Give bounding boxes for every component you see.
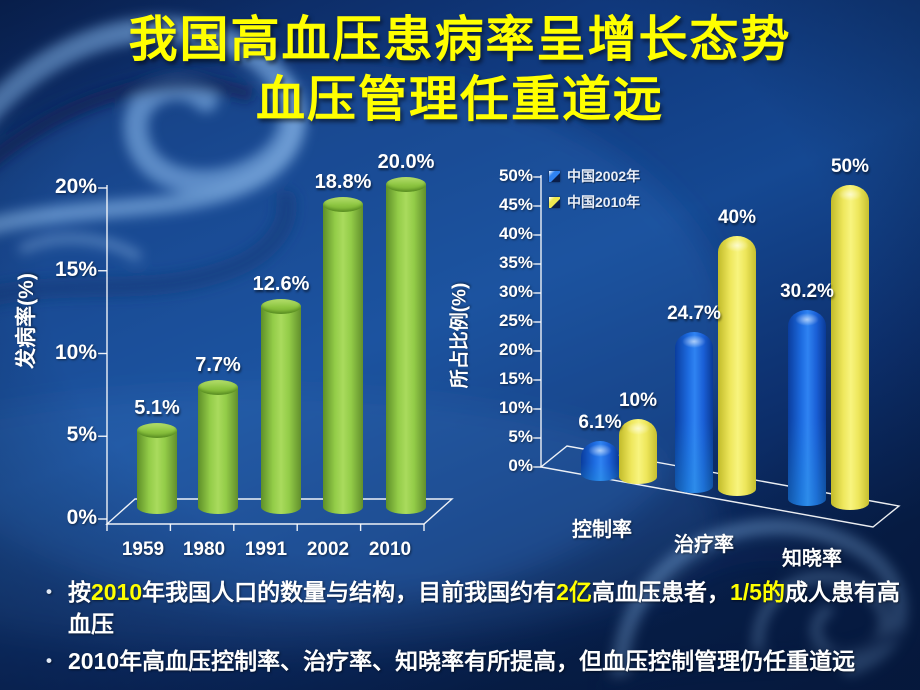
bullet-text: 2010年高血压控制率、治疗率、知晓率有所提高，但血压控制管理仍任重道远: [68, 648, 856, 674]
y-tick-label: 35%: [498, 253, 533, 272]
cylinder-top-cap: [386, 176, 426, 192]
bullet-highlight-text: 2亿: [556, 579, 592, 605]
y-tick-label: 5%: [66, 423, 97, 447]
incidence-bar-value: 20.0%: [377, 151, 435, 173]
y-tick-label: 15%: [54, 257, 97, 281]
category-axis-label: 治疗率: [674, 534, 734, 556]
year-axis-label: 1980: [182, 539, 226, 560]
rate-bar-value: 6.1%: [578, 412, 622, 433]
legend-entry: 中国2010年: [549, 189, 640, 215]
y-tick-label: 20%: [498, 340, 533, 359]
legend-marker-icon: [549, 196, 560, 208]
incidence-bar: [261, 298, 301, 514]
y-tick-label: 40%: [498, 224, 533, 243]
incidence-chart-y-axis-label: 发病率(%): [15, 273, 38, 369]
slide-title: 我国高血压患病率呈增长态势 血压管理任重道远: [0, 8, 920, 128]
legend-label: 中国2010年: [567, 194, 641, 210]
cylinder-highlight: [625, 422, 651, 435]
category-axis-label: 控制率: [572, 519, 632, 541]
incidence-bar-value: 12.6%: [252, 273, 310, 295]
bullet-text: 年我国人口的数量与结构，目前我国约有: [142, 579, 557, 605]
y-tick-label: 10%: [54, 340, 97, 364]
cylinder-highlight: [837, 188, 863, 201]
rate-bar-value: 30.2%: [780, 281, 834, 302]
year-axis-label: 1991: [244, 539, 288, 560]
y-tick-label: 25%: [498, 311, 533, 330]
y-tick-label: 10%: [498, 398, 533, 417]
y-tick-label: 45%: [498, 195, 533, 214]
rate-bar-yellow: [718, 236, 756, 496]
rates-chart-legend: 中国2002年 中国2010年: [549, 163, 640, 215]
category-axis-label: 知晓率: [782, 548, 842, 570]
rate-bar-blue: [788, 310, 826, 506]
bullet-item: 按2010年我国人口的数量与结构，目前我国约有2亿高血压患者，1/5的成人患有高…: [42, 576, 902, 640]
bullet-notes: 按2010年我国人口的数量与结构，目前我国约有2亿高血压患者，1/5的成人患有高…: [42, 576, 902, 682]
y-tick-label: 50%: [498, 166, 533, 185]
rate-bar-value: 24.7%: [667, 303, 721, 324]
bullet-item: 2010年高血压控制率、治疗率、知晓率有所提高，但血压控制管理仍任重道远: [42, 645, 902, 677]
rate-bar-value: 40%: [717, 207, 757, 228]
legend-label: 中国2002年: [567, 168, 641, 184]
slide-title-line2: 血压管理任重道远: [255, 70, 664, 128]
y-tick-label: 5%: [508, 427, 533, 446]
cylinder-top-cap: [261, 298, 301, 314]
rate-bar-yellow: [831, 185, 869, 510]
rate-bar-value: 50%: [830, 156, 870, 177]
cylinder-highlight: [681, 335, 707, 348]
slide-title-line1: 我国高血压患病率呈增长态势: [128, 10, 792, 68]
cylinder-highlight: [724, 239, 750, 252]
incidence-bar: [137, 422, 177, 514]
rate-bar-blue: [581, 441, 619, 481]
bullet-text: 按: [68, 579, 91, 605]
incidence-bar-value: 5.1%: [134, 397, 180, 419]
incidence-bar-value: 18.8%: [314, 171, 372, 193]
rates-chart-y-axis-label: 所占比例(%): [449, 282, 471, 389]
incidence-bar: [386, 176, 426, 514]
y-tick-label: 15%: [498, 369, 533, 388]
bullet-text: 成人患有高血压: [68, 579, 900, 637]
cylinder-top-cap: [323, 196, 363, 212]
cylinder-top-cap: [198, 379, 238, 395]
incidence-bar: [323, 196, 363, 514]
y-tick-label: 0%: [508, 456, 533, 475]
y-tick-label: 30%: [498, 282, 533, 301]
incidence-bar: [198, 379, 238, 514]
cylinder-highlight: [794, 313, 820, 326]
rate-bar-yellow: [619, 419, 657, 484]
bullet-text: 高血压患者，: [591, 579, 730, 605]
y-tick-label: 20%: [54, 175, 97, 198]
rate-bar-value: 10%: [618, 390, 658, 411]
cylinder-top-cap: [137, 422, 177, 438]
legend-marker-icon: [549, 170, 560, 182]
bullet-highlight-text: 1/5的: [729, 579, 785, 605]
year-axis-label: 1959: [121, 539, 165, 560]
legend-entry: 中国2002年: [549, 163, 640, 189]
rate-bar-blue: [675, 332, 713, 493]
y-tick-label: 0%: [66, 506, 97, 529]
incidence-bar-value: 7.7%: [195, 354, 241, 376]
year-axis-label: 2010: [368, 539, 412, 560]
year-axis-label: 2002: [306, 539, 350, 560]
bullet-highlight-text: 2010: [91, 579, 143, 605]
cylinder-highlight: [587, 444, 613, 457]
